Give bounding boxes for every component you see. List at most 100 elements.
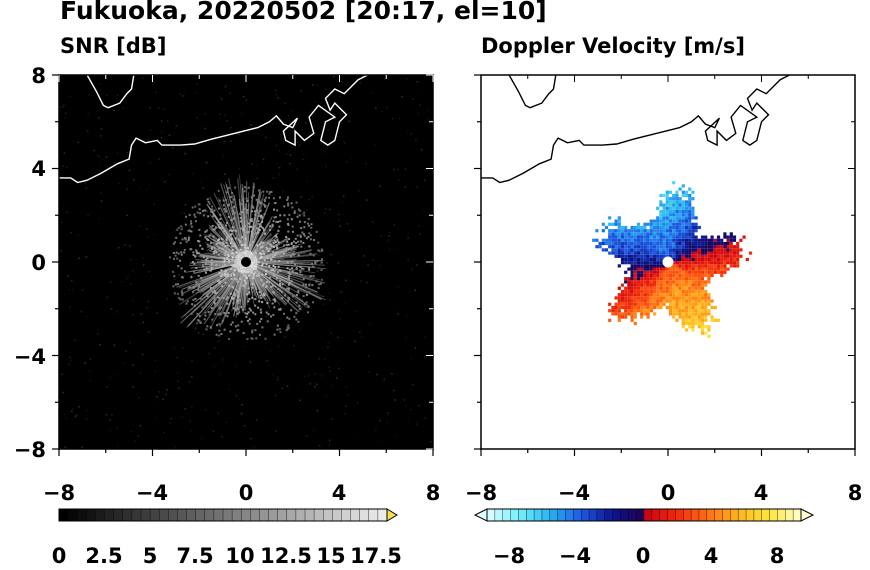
doppler-colorbar-bin <box>628 509 637 521</box>
doppler-echo-pixel <box>652 289 657 294</box>
snr-echo-pixel <box>227 312 230 314</box>
snr-echo-pixel <box>299 235 302 238</box>
snr-echo-pixel <box>246 199 249 202</box>
snr-echo-pixel <box>179 298 182 301</box>
snr-echo-pixel <box>260 241 263 244</box>
doppler-echo-pixel <box>668 267 673 271</box>
snr-noise-pixel <box>179 93 181 95</box>
snr-noise-pixel <box>98 217 100 220</box>
snr-colorbar-bin <box>377 509 388 521</box>
snr-noise-pixel <box>100 135 102 137</box>
doppler-echo-pixel <box>729 251 733 255</box>
snr-echo-pixel <box>321 258 323 260</box>
snr-echo-pixel <box>279 269 282 272</box>
snr-noise-pixel <box>326 262 328 264</box>
doppler-echo-pixel <box>614 241 618 246</box>
doppler-echo-pixel <box>665 267 669 271</box>
snr-noise-pixel <box>305 435 308 437</box>
snr-noise-pixel <box>355 310 357 313</box>
doppler-echo-pixel <box>656 273 660 278</box>
doppler-echo-pixel <box>624 225 628 230</box>
snr-noise-pixel <box>366 199 368 201</box>
snr-echo-pixel <box>198 283 200 286</box>
snr-noise-pixel <box>132 313 134 316</box>
snr-noise-pixel <box>130 430 132 433</box>
snr-echo-pixel <box>220 227 223 229</box>
snr-colorbar-bin <box>277 509 288 521</box>
snr-noise-pixel <box>262 158 265 160</box>
doppler-echo-pixel <box>704 296 708 300</box>
doppler-echo-pixel <box>688 222 692 226</box>
snr-noise-pixel <box>367 264 369 266</box>
doppler-echo-pixel <box>611 309 615 313</box>
doppler-colorbar-bin <box>604 509 613 521</box>
snr-echo-pixel <box>237 324 240 327</box>
snr-echo-pixel <box>258 291 261 294</box>
snr-noise-pixel <box>214 136 216 138</box>
snr-echo-pixel <box>260 296 263 299</box>
doppler-echo-pixel <box>684 206 689 210</box>
doppler-echo-pixel <box>649 293 653 297</box>
snr-colorbar-label-10: 10 <box>225 544 254 568</box>
doppler-echo-pixel <box>652 229 657 233</box>
snr-noise-pixel <box>419 233 422 235</box>
doppler-echo-pixel <box>672 219 676 223</box>
doppler-echo-pixel <box>652 261 657 265</box>
snr-echo-pixel <box>281 290 283 293</box>
doppler-echo-pixel <box>617 293 621 297</box>
snr-echo-pixel <box>219 227 222 229</box>
doppler-echo-pixel <box>646 315 650 319</box>
snr-echo-pixel <box>232 212 234 215</box>
doppler-echo-pixel <box>614 232 618 236</box>
doppler-echo-pixel <box>656 299 660 303</box>
doppler-echo-pixel <box>643 280 647 284</box>
doppler-echo-pixel <box>630 267 634 271</box>
snr-echo-pixel <box>265 263 268 266</box>
doppler-echo-pixel <box>720 257 724 262</box>
snr-echo-pixel <box>196 312 199 315</box>
snr-echo-pixel <box>254 271 257 274</box>
snr-noise-pixel <box>249 361 252 363</box>
doppler-echo-pixel <box>691 299 695 303</box>
doppler-echo-pixel <box>656 305 660 310</box>
snr-noise-pixel <box>164 181 166 183</box>
doppler-echo-pixel <box>700 331 705 335</box>
doppler-echo-pixel <box>678 225 682 230</box>
snr-noise-pixel <box>408 291 411 293</box>
snr-noise-pixel <box>149 161 152 164</box>
doppler-echo-pixel <box>710 257 714 262</box>
doppler-echo-pixel <box>697 254 701 258</box>
doppler-echo-pixel <box>681 225 685 230</box>
doppler-echo-pixel <box>640 257 644 262</box>
doppler-echo-pixel <box>688 302 692 306</box>
doppler-echo-pixel <box>662 219 666 223</box>
snr-echo-pixel <box>260 311 263 314</box>
snr-noise-pixel <box>223 173 226 175</box>
snr-noise-pixel <box>259 305 262 308</box>
snr-echo-pixel <box>259 209 262 212</box>
snr-noise-pixel <box>320 142 322 144</box>
doppler-echo-pixel <box>684 267 689 271</box>
snr-echo-pixel <box>246 231 249 234</box>
snr-echo-pixel <box>295 241 297 244</box>
doppler-echo-pixel <box>707 261 711 265</box>
snr-echo-pixel <box>266 256 269 259</box>
snr-noise-pixel <box>415 367 418 369</box>
snr-echo-pixel <box>216 324 218 327</box>
doppler-colorbar-label-8: 8 <box>770 544 785 568</box>
snr-noise-pixel <box>61 105 64 108</box>
doppler-echo-pixel <box>672 235 676 239</box>
doppler-echo-pixel <box>668 213 673 217</box>
snr-echo-pixel <box>183 237 186 240</box>
coastline-island-path <box>508 75 557 109</box>
snr-noise-pixel <box>235 365 238 367</box>
snr-echo-pixel <box>230 237 233 240</box>
doppler-echo-pixel <box>640 232 644 236</box>
doppler-echo-pixel <box>672 302 676 306</box>
snr-noise-pixel <box>284 336 286 338</box>
snr-echo-pixel <box>172 242 175 245</box>
doppler-echo-pixel <box>630 315 634 319</box>
snr-echo-pixel <box>269 225 272 228</box>
doppler-echo-pixel <box>697 305 701 310</box>
snr-echo-pixel <box>230 219 233 222</box>
